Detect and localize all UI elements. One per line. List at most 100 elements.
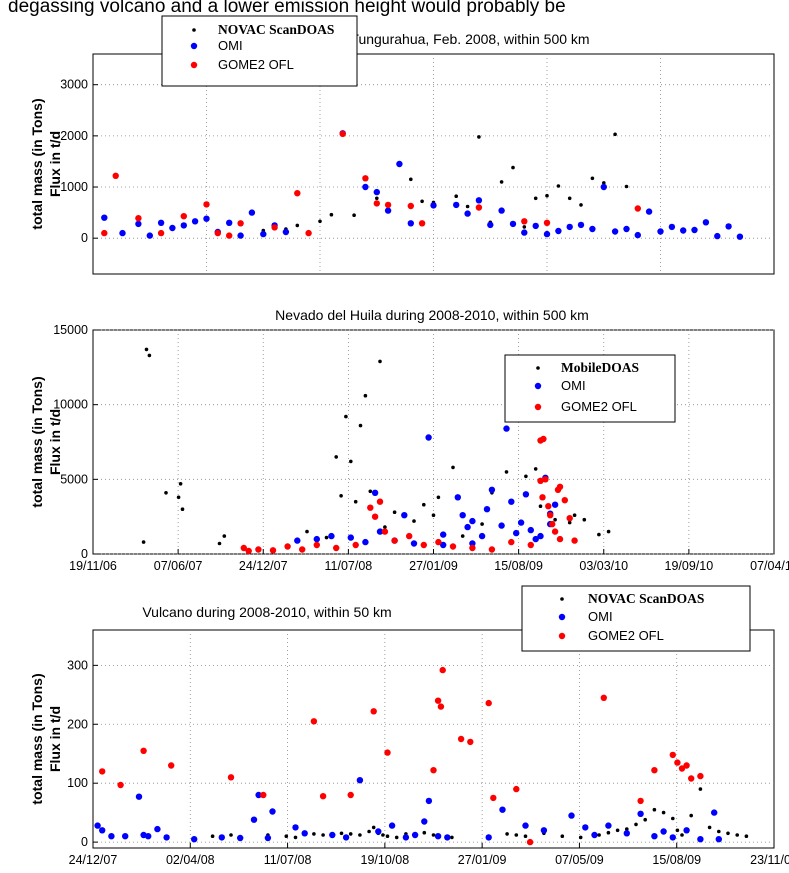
- data-point-omi: [218, 834, 225, 841]
- data-point-novac: [707, 825, 712, 830]
- data-point-omi: [373, 188, 380, 196]
- data-point-novac: [368, 489, 373, 494]
- legend-marker-novac: [536, 366, 540, 370]
- data-point-gome2: [117, 781, 124, 789]
- legend-box: [504, 354, 676, 423]
- data-point-gome2: [391, 537, 398, 544]
- data-point-omi: [269, 808, 276, 815]
- data-point-novac: [698, 787, 703, 791]
- data-point-gome2: [313, 541, 320, 549]
- data-point-novac: [524, 474, 528, 479]
- data-point-omi: [521, 229, 528, 236]
- data-point-omi: [669, 834, 676, 841]
- data-point-gome2: [362, 175, 369, 182]
- data-point-novac: [422, 830, 427, 835]
- legend-label-omi: OMI: [218, 38, 243, 53]
- data-point-novac: [553, 517, 557, 522]
- data-point-gome2: [556, 483, 564, 490]
- y-tick-label: 15000: [53, 323, 88, 337]
- data-point-omi: [532, 222, 539, 230]
- y-tick-label: 0: [81, 835, 88, 849]
- data-point-gome2: [294, 190, 301, 197]
- x-tick-label: 23/11/09: [750, 853, 789, 867]
- data-point-gome2: [521, 218, 528, 225]
- data-point-gome2: [140, 747, 147, 754]
- data-point-omi: [94, 822, 101, 829]
- data-point-omi: [411, 831, 419, 839]
- data-point-omi: [425, 797, 433, 805]
- data-point-novac: [597, 833, 601, 837]
- data-point-gome2: [561, 497, 568, 504]
- data-point-omi: [668, 223, 676, 231]
- data-point-omi: [294, 537, 301, 544]
- data-point-omi: [248, 209, 256, 216]
- data-point-omi: [736, 233, 744, 240]
- x-tick-label: 19/10/08: [361, 853, 410, 867]
- data-point-gome2: [637, 797, 644, 805]
- chart-title: Tungurahua, Feb. 2008, within 500 km: [350, 31, 589, 47]
- series-omi: [94, 777, 722, 843]
- legend-marker-omi: [558, 613, 566, 621]
- data-point-novac: [579, 203, 583, 207]
- data-point-novac: [511, 165, 515, 170]
- data-point-omi: [101, 214, 108, 221]
- data-point-novac: [545, 193, 549, 198]
- data-point-omi: [108, 833, 115, 840]
- data-point-novac: [353, 499, 358, 504]
- data-point-omi: [362, 183, 369, 191]
- data-point-omi: [376, 528, 384, 535]
- legend-label-novac: NOVAC ScanDOAS: [588, 591, 704, 606]
- data-point-novac: [352, 213, 356, 217]
- data-point-novac: [451, 465, 455, 470]
- data-point-omi: [498, 522, 505, 529]
- data-point-omi: [469, 540, 476, 547]
- data-point-novac: [590, 176, 595, 181]
- data-point-omi: [555, 227, 562, 235]
- x-tick-label: 24/12/07: [69, 853, 118, 867]
- data-point-novac: [523, 834, 528, 838]
- data-point-novac: [671, 816, 675, 821]
- data-point-gome2: [467, 738, 474, 746]
- data-point-omi: [347, 534, 354, 541]
- data-point-novac: [295, 223, 300, 228]
- y-axis-label-line1: total mass (in Tons): [29, 376, 45, 507]
- data-point-omi: [683, 827, 690, 834]
- data-point-novac: [454, 194, 459, 198]
- data-point-omi: [637, 810, 644, 817]
- data-point-omi: [342, 834, 350, 841]
- series-omi: [294, 425, 559, 549]
- data-point-omi: [371, 489, 379, 496]
- data-point-omi: [237, 834, 244, 842]
- data-point-gome2: [237, 220, 244, 227]
- data-point-gome2: [551, 528, 559, 535]
- y-axis-label-line2: Flux in t/d: [47, 706, 63, 772]
- data-point-novac: [381, 833, 385, 837]
- data-point-novac: [567, 520, 572, 525]
- data-point-omi: [362, 538, 369, 546]
- data-point-omi: [169, 224, 176, 232]
- data-point-gome2: [226, 232, 233, 239]
- data-point-gome2: [305, 229, 312, 237]
- data-point-novac: [147, 353, 152, 358]
- chart-3: 0 100 200 300 24/12/07 02/04/08 11/07/08 19/10/…: [29, 585, 789, 867]
- x-tick-label: 24/12/07: [239, 559, 288, 573]
- data-point-omi: [517, 519, 525, 526]
- data-point-novac: [394, 835, 399, 840]
- data-point-omi: [475, 197, 483, 204]
- caption-top: degassing volcano and a lower emission h…: [8, 0, 566, 17]
- data-point-omi: [591, 831, 598, 839]
- data-point-gome2: [420, 541, 427, 549]
- data-point-novac: [305, 529, 309, 534]
- data-point-novac: [229, 833, 233, 837]
- data-point-omi: [191, 836, 198, 843]
- data-point-omi: [611, 228, 619, 235]
- data-point-omi: [464, 210, 471, 217]
- data-point-omi: [191, 218, 199, 225]
- data-point-omi: [301, 830, 308, 837]
- data-point-omi: [384, 207, 392, 214]
- x-tick-label: 27/01/09: [458, 853, 507, 867]
- legend-marker-gome2: [534, 403, 542, 411]
- x-tick-label: 19/11/06: [69, 559, 117, 573]
- series-omi: [101, 130, 744, 240]
- data-point-omi: [551, 501, 559, 508]
